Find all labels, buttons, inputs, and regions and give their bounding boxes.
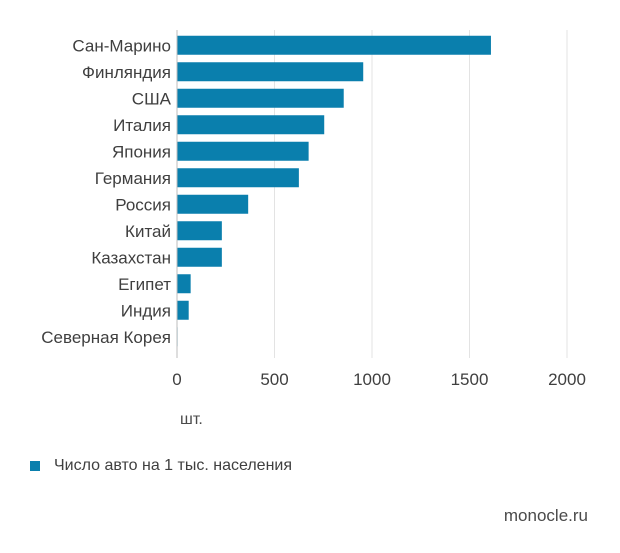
category-label: Сан-Марино (72, 36, 171, 55)
category-label: Китай (125, 222, 171, 241)
bar (177, 88, 344, 108)
legend-label: Число авто на 1 тыс. населения (54, 457, 293, 474)
x-tick-label: 500 (260, 370, 288, 389)
x-axis-ticks: 0 500 1000 1500 2000 (172, 370, 586, 389)
category-label: Италия (113, 116, 171, 135)
category-label: Россия (115, 195, 171, 214)
category-label: Северная Корея (41, 328, 171, 347)
bar (177, 194, 249, 214)
bar (177, 141, 309, 161)
category-label: США (132, 89, 172, 108)
bar (177, 62, 364, 82)
bar (177, 274, 191, 294)
x-axis-unit-label: шт. (180, 411, 203, 428)
x-tick-label: 1500 (451, 370, 489, 389)
x-tick-label: 0 (172, 370, 181, 389)
bar (177, 168, 299, 188)
category-label: Казахстан (91, 248, 171, 267)
bar (177, 300, 189, 320)
bar (177, 247, 222, 267)
legend-swatch (30, 461, 40, 471)
category-labels: Сан-Марино Финляндия США Италия Япония Герман… (41, 36, 171, 347)
bar-chart: Сан-Марино Финляндия США Италия Япония Герман… (41, 30, 586, 389)
bar (177, 221, 222, 241)
category-label: Япония (112, 142, 171, 161)
x-tick-label: 1000 (353, 370, 391, 389)
bar (177, 115, 325, 135)
bar (177, 35, 491, 55)
bars (177, 35, 491, 347)
legend: Число авто на 1 тыс. населения (30, 457, 292, 475)
category-label: Германия (95, 169, 171, 188)
source-credit: monocle.ru (503, 506, 588, 525)
category-label: Индия (121, 301, 171, 320)
grid-lines (274, 30, 568, 358)
x-tick-label: 2000 (548, 370, 586, 389)
category-label: Финляндия (82, 63, 171, 82)
category-label: Египет (118, 275, 171, 294)
